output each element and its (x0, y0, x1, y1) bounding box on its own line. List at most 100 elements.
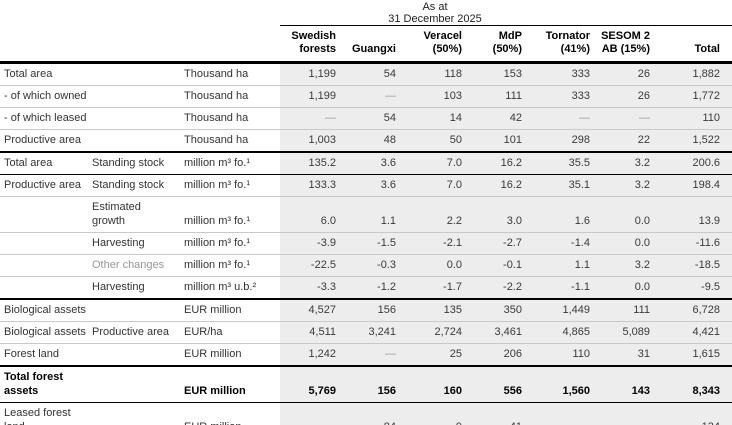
row-unit: EUR million (184, 343, 280, 367)
row-unit: million m³ fo.¹ (184, 254, 280, 277)
date-underline (280, 25, 732, 26)
row-label: - of which leased (0, 107, 92, 130)
cell-value: 4,421 (654, 321, 732, 344)
cell-value: 156 (340, 299, 400, 322)
cell-value: 101 (466, 129, 526, 153)
row-label: Productive area (0, 174, 92, 197)
cell-value: 153 (466, 62, 526, 86)
cell-value: — (526, 107, 594, 130)
cell-value: 0.0 (594, 196, 654, 233)
column-header-mdp: MdP (50%) (466, 26, 526, 64)
cell-value: 42 (466, 107, 526, 130)
cell-value: — (280, 107, 340, 130)
cell-value: -9.5 (654, 276, 732, 300)
cell-value: 1,242 (280, 343, 340, 367)
cell-value: 3.2 (594, 254, 654, 277)
cell-value: 26 (594, 62, 654, 86)
table-row: Forest land EUR million 1,242—25 206 110 31 1,… (0, 343, 732, 367)
cell-value: 1,003 (280, 129, 340, 153)
row-unit: EUR million (184, 366, 280, 403)
cell-value: 6.0 (280, 196, 340, 233)
cell-value: 16.2 (466, 152, 526, 175)
cell-value: 2.2 (400, 196, 466, 233)
cell-value: 8,343 (654, 366, 732, 403)
column-header-sesom: SESOM 2 AB (15%) (594, 26, 654, 64)
row-sublabel (92, 85, 184, 108)
row-sublabel: Productive area (92, 321, 184, 344)
row-label: Productive area (0, 129, 92, 153)
row-sublabel (92, 402, 184, 425)
row-sublabel (92, 299, 184, 322)
table-row: Other changes million m³ fo.¹ -22.5 -0.3 0.0… (0, 254, 732, 277)
cell-value: 156 (340, 366, 400, 403)
cell-value: -1.1 (526, 276, 594, 300)
cell-value: -1.7 (400, 276, 466, 300)
cell-value: 133.3 (280, 174, 340, 197)
cell-value: 2,724 (400, 321, 466, 344)
row-label (0, 196, 92, 233)
table-row: Productive area Standing stock million m³ … (0, 174, 732, 197)
forest-assets-table: Swedish forests Guangxi Veracel (50%) Md… (0, 26, 732, 425)
row-sublabel: Harvesting (92, 232, 184, 255)
table-row: - of which owned Thousand ha 1,199—103 111 3… (0, 85, 732, 108)
date-line-2: 31 December 2025 (388, 13, 482, 25)
table-row: Total forest assets EUR million 5,769 156 16… (0, 366, 732, 403)
date-line-1: As at (422, 1, 448, 13)
cell-value: — (340, 343, 400, 367)
row-unit: Thousand ha (184, 107, 280, 130)
cell-value: 3.2 (594, 152, 654, 175)
cell-value: 7.0 (400, 152, 466, 175)
cell-value: 54 (340, 107, 400, 130)
row-unit: million m³ fo.¹ (184, 196, 280, 233)
row-label (0, 232, 92, 255)
column-header-veracel: Veracel (50%) (400, 26, 466, 64)
cell-value: 134 (654, 402, 732, 425)
table-row: Biological assets Productive area EUR/ha 4,… (0, 321, 732, 344)
cell-value: 14 (400, 107, 466, 130)
cell-value: 206 (466, 343, 526, 367)
cell-value: -18.5 (654, 254, 732, 277)
date-header: As at 31 December 2025 (0, 0, 732, 26)
row-unit: Thousand ha (184, 62, 280, 86)
cell-value: 111 (466, 85, 526, 108)
row-unit: million m³ fo.¹ (184, 232, 280, 255)
cell-value: -2.7 (466, 232, 526, 255)
cell-value: 5,769 (280, 366, 340, 403)
row-sublabel: Standing stock (92, 174, 184, 197)
cell-value: 1,560 (526, 366, 594, 403)
cell-value: 0.0 (400, 254, 466, 277)
row-label: Biological assets (0, 299, 92, 322)
cell-value: 200.6 (654, 152, 732, 175)
row-label: - of which owned (0, 85, 92, 108)
cell-value: 31 (594, 343, 654, 367)
cell-value: 143 (594, 366, 654, 403)
cell-value: 1,522 (654, 129, 732, 153)
row-unit: EUR million (184, 299, 280, 322)
cell-value: 25 (400, 343, 466, 367)
row-sublabel (92, 107, 184, 130)
table-row: Total area Standing stock million m³ fo.¹ 1… (0, 152, 732, 175)
cell-value: 110 (526, 343, 594, 367)
cell-value: 110 (654, 107, 732, 130)
cell-value: 1.1 (340, 196, 400, 233)
table-row: Biological assets EUR million 4,527 156 135 3… (0, 299, 732, 322)
cell-value: 3.0 (466, 196, 526, 233)
cell-value: — (526, 402, 594, 425)
cell-value: 84 (340, 402, 400, 425)
row-unit: million m³ fo.¹ (184, 152, 280, 175)
cell-value: 1,882 (654, 62, 732, 86)
cell-value: 4,527 (280, 299, 340, 322)
row-unit: EUR/ha (184, 321, 280, 344)
row-sublabel (92, 343, 184, 367)
cell-value: 1,449 (526, 299, 594, 322)
cell-value: 13.9 (654, 196, 732, 233)
cell-value: 1,199 (280, 62, 340, 86)
cell-value: 5,089 (594, 321, 654, 344)
cell-value: -0.3 (340, 254, 400, 277)
cell-value: -0.1 (466, 254, 526, 277)
cell-value: 0.0 (594, 232, 654, 255)
cell-value: 41 (466, 402, 526, 425)
table-row: Estimated growth million m³ fo.¹ 6.0 1.1 2.2… (0, 196, 732, 233)
